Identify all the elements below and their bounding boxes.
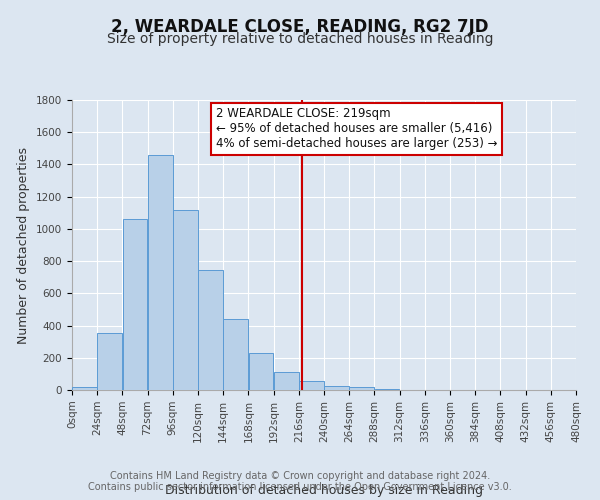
Bar [148, 155, 173, 390]
Bar [349, 387, 374, 390]
Bar [198, 270, 223, 390]
X-axis label: Distribution of detached houses by size in Reading: Distribution of detached houses by size … [165, 484, 483, 496]
Bar [324, 386, 349, 390]
Bar [97, 333, 122, 390]
Bar [248, 354, 274, 390]
Bar [122, 219, 148, 390]
Bar [374, 388, 400, 390]
Text: 2, WEARDALE CLOSE, READING, RG2 7JD: 2, WEARDALE CLOSE, READING, RG2 7JD [111, 18, 489, 36]
Text: Contains HM Land Registry data © Crown copyright and database right 2024.
Contai: Contains HM Land Registry data © Crown c… [88, 471, 512, 492]
Text: 2 WEARDALE CLOSE: 219sqm
← 95% of detached houses are smaller (5,416)
4% of semi: 2 WEARDALE CLOSE: 219sqm ← 95% of detach… [215, 108, 497, 150]
Bar [173, 210, 198, 390]
Bar [299, 381, 324, 390]
Y-axis label: Number of detached properties: Number of detached properties [17, 146, 31, 344]
Bar [223, 319, 248, 390]
Text: Size of property relative to detached houses in Reading: Size of property relative to detached ho… [107, 32, 493, 46]
Bar [72, 387, 97, 390]
Bar [274, 372, 299, 390]
